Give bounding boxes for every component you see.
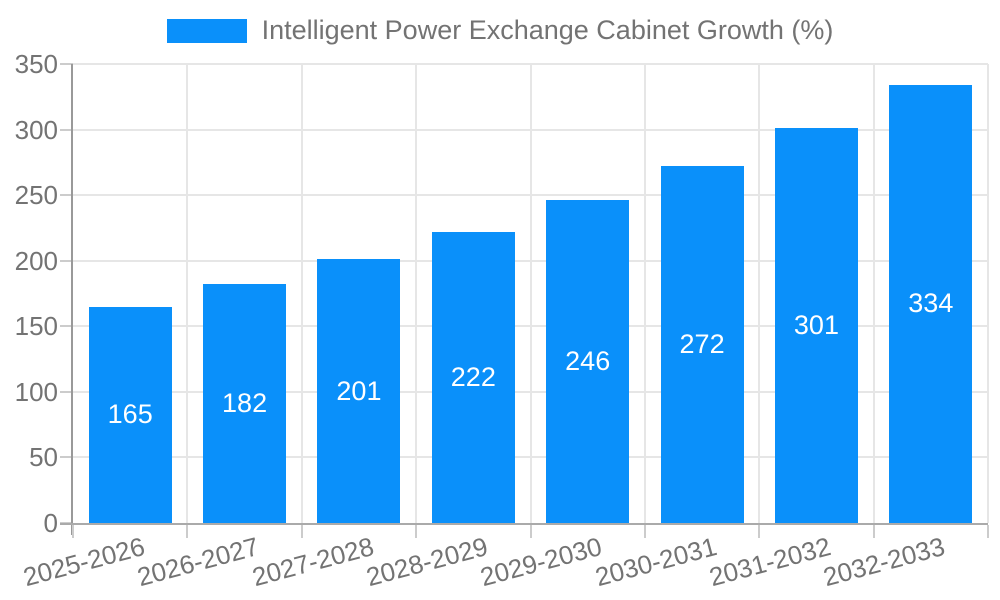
y-axis-tick-label: 100 (14, 376, 58, 407)
gridline-vertical (300, 64, 303, 523)
gridline-vertical (987, 64, 989, 523)
bar[interactable]: 272 (660, 166, 744, 523)
y-axis-tick (60, 456, 73, 459)
x-axis-tick-label: 2027-2028 (248, 531, 377, 593)
x-axis-tick (300, 525, 303, 538)
gridline-vertical (872, 64, 875, 523)
bar[interactable]: 201 (317, 259, 401, 523)
y-axis-tick (60, 194, 73, 197)
bar[interactable]: 165 (88, 306, 172, 523)
y-axis-tick (60, 390, 73, 393)
x-axis-tick (72, 525, 74, 538)
legend-label: Intelligent Power Exchange Cabinet Growt… (261, 15, 834, 45)
bar[interactable]: 301 (774, 128, 858, 523)
y-axis-tick-label: 250 (14, 180, 58, 211)
y-axis-line (71, 64, 73, 535)
x-axis-tick-label: 2029-2030 (477, 531, 606, 593)
x-axis-tick-label: 2025-2026 (19, 531, 148, 593)
x-axis-tick-label: 2026-2027 (134, 531, 263, 593)
x-axis-tick-label: 2028-2029 (362, 531, 491, 593)
gridline-vertical (415, 64, 418, 523)
x-axis-tick (643, 525, 646, 538)
x-axis-tick (415, 525, 418, 538)
y-axis-tick-label: 50 (29, 442, 58, 473)
gridline-vertical (529, 64, 532, 523)
gridline-vertical (758, 64, 761, 523)
bar[interactable]: 246 (546, 200, 630, 523)
x-axis-tick (529, 525, 532, 538)
gridline-vertical (643, 64, 646, 523)
bar-value-label: 222 (450, 361, 496, 392)
bar-value-label: 334 (908, 288, 954, 319)
bar[interactable]: 222 (431, 231, 515, 523)
bar-value-label: 201 (336, 375, 382, 406)
y-axis-tick-label: 350 (14, 49, 58, 79)
bar-value-label: 182 (222, 388, 268, 419)
x-axis-line (60, 523, 988, 525)
legend-swatch-icon (166, 18, 247, 43)
bar-value-label: 301 (793, 310, 839, 341)
x-axis-tick (872, 525, 875, 538)
bar-value-label: 246 (565, 346, 611, 377)
y-axis-tick-label: 0 (43, 508, 58, 538)
bar-value-label: 165 (107, 399, 153, 430)
y-axis-tick (60, 325, 73, 328)
y-axis-tick (60, 128, 73, 131)
y-axis-tick (60, 63, 73, 65)
y-axis-tick-label: 150 (14, 311, 58, 342)
legend[interactable]: Intelligent Power Exchange Cabinet Growt… (0, 15, 1000, 46)
x-axis-tick-label: 2030-2031 (591, 531, 720, 593)
x-axis-tick (987, 525, 989, 538)
y-axis-tick (60, 259, 73, 262)
x-axis-tick (186, 525, 189, 538)
y-axis-tick-label: 200 (14, 245, 58, 276)
x-axis-tick-label: 2032-2033 (820, 531, 949, 593)
x-axis-tick (758, 525, 761, 538)
bar[interactable]: 334 (889, 84, 973, 523)
x-axis-tick-label: 2031-2032 (706, 531, 834, 593)
y-axis-tick-label: 300 (14, 114, 58, 145)
gridline-vertical (186, 64, 189, 523)
bar[interactable]: 182 (203, 284, 287, 523)
bar-value-label: 272 (679, 329, 725, 360)
